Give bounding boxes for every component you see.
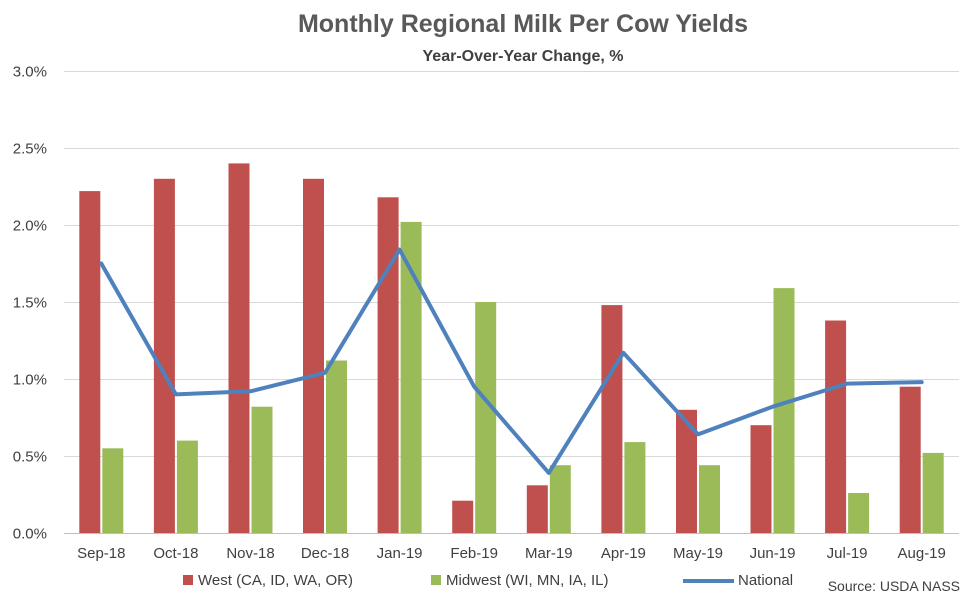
x-tick-label: Dec-18 bbox=[301, 545, 349, 562]
gridlines bbox=[64, 71, 959, 534]
bar-west-oct-18 bbox=[153, 178, 175, 534]
x-tick-label: Apr-19 bbox=[601, 545, 646, 562]
bars bbox=[79, 163, 944, 534]
legend-label-west: West (CA, ID, WA, OR) bbox=[198, 572, 353, 589]
bar-west-may-19 bbox=[676, 409, 697, 533]
x-tick-label: Sep-18 bbox=[77, 545, 125, 562]
bar-midwest-nov-18 bbox=[251, 406, 273, 533]
bar-midwest-jan-19 bbox=[400, 221, 422, 533]
bar-west-mar-19 bbox=[526, 485, 548, 533]
y-tick-label: 0.5% bbox=[13, 449, 47, 466]
bar-west-sep-18 bbox=[79, 191, 101, 533]
bar-west-feb-19 bbox=[452, 500, 474, 533]
bar-midwest-oct-18 bbox=[176, 440, 198, 533]
x-tick-label: Aug-19 bbox=[898, 545, 946, 562]
source-note: Source: USDA NASS bbox=[828, 578, 960, 594]
bar-west-jan-19 bbox=[377, 197, 399, 534]
bar-midwest-sep-18 bbox=[102, 448, 124, 533]
bar-midwest-jul-19 bbox=[848, 493, 870, 533]
bar-midwest-apr-19 bbox=[624, 442, 646, 533]
x-tick-label: Nov-18 bbox=[226, 545, 274, 562]
x-tick-label: Feb-19 bbox=[450, 545, 498, 562]
bar-midwest-feb-19 bbox=[475, 302, 497, 533]
legend-label-midwest: Midwest (WI, MN, IA, IL) bbox=[446, 572, 609, 589]
x-tick-label: May-19 bbox=[673, 545, 723, 562]
y-axis-ticks: 0.0% 0.5% 1.0% 1.5% 2.0% 2.5% 3.0% bbox=[13, 64, 47, 543]
legend-swatch-west bbox=[183, 575, 193, 585]
y-tick-label: 1.0% bbox=[13, 372, 47, 389]
y-tick-label: 0.0% bbox=[13, 526, 47, 543]
bar-midwest-dec-18 bbox=[326, 360, 347, 533]
legend-swatch-midwest bbox=[431, 575, 441, 585]
x-tick-label: Jul-19 bbox=[827, 545, 868, 562]
x-tick-label: Oct-18 bbox=[153, 545, 198, 562]
bar-west-dec-18 bbox=[303, 178, 324, 534]
x-tick-label: Jun-19 bbox=[750, 545, 796, 562]
bar-midwest-jun-19 bbox=[773, 288, 795, 533]
x-axis-ticks: Sep-18 Oct-18 Nov-18 Dec-18 Jan-19 Feb-19 Mar-… bbox=[77, 545, 946, 562]
bar-west-apr-19 bbox=[601, 305, 623, 533]
bar-west-jul-19 bbox=[825, 320, 847, 533]
bar-midwest-mar-19 bbox=[549, 465, 571, 533]
bar-west-nov-18 bbox=[228, 163, 250, 533]
x-tick-label: Jan-19 bbox=[377, 545, 423, 562]
bar-midwest-aug-19 bbox=[922, 452, 944, 533]
national-line bbox=[99, 247, 924, 475]
y-tick-label: 2.5% bbox=[13, 141, 47, 158]
bar-west-jun-19 bbox=[750, 425, 772, 533]
bar-midwest-may-19 bbox=[699, 465, 720, 533]
y-tick-label: 2.0% bbox=[13, 218, 47, 235]
x-tick-label: Mar-19 bbox=[525, 545, 573, 562]
chart-subtitle: Year-Over-Year Change, % bbox=[423, 48, 624, 65]
bar-west-aug-19 bbox=[899, 386, 921, 533]
chart-title: Monthly Regional Milk Per Cow Yields bbox=[298, 10, 748, 38]
national-line-layer bbox=[99, 247, 924, 475]
legend: West (CA, ID, WA, OR) Midwest (WI, MN, I… bbox=[183, 572, 793, 589]
y-tick-label: 1.5% bbox=[13, 295, 47, 312]
legend-label-national: National bbox=[738, 572, 793, 589]
y-tick-label: 3.0% bbox=[13, 64, 47, 81]
